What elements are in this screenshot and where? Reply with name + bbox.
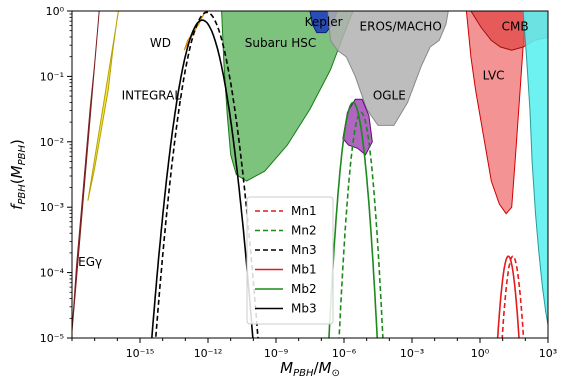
legend-label-mn3: Mn3 [291,243,317,257]
x-axis-ticks: 10⁻¹⁵ 10⁻¹² 10⁻⁹ 10⁻⁶ 10⁻³ 10⁰ 10³ [71,338,557,360]
y-tick-label: 10⁻¹ [40,70,64,83]
x-tick-label: 10⁻⁹ [264,347,288,360]
curve-mb3 [151,19,254,338]
x-tick-label: 10⁻¹² [194,347,223,360]
region-label-cmb: CMB [502,20,529,34]
region-label-eg-: EGγ [78,255,102,269]
region-integral [87,11,119,201]
y-axis-ticks: 10⁻⁵ 10⁻⁴ 10⁻³ 10⁻² 10⁻¹ 10⁰ [40,5,72,345]
y-axis-title: fPBH(MPBH) [8,139,28,210]
legend-label-mn2: Mn2 [291,224,317,238]
y-tick-label: 10⁻⁵ [40,332,64,345]
y-tick-label: 10⁰ [46,5,65,18]
region-label-ogle: OGLE [373,88,406,102]
region-label-eros-macho: EROS/MACHO [360,20,442,34]
legend-label-mn1: Mn1 [291,204,317,218]
legend-box [246,196,334,325]
region-label-wd: WD [150,36,171,50]
curve-mn3 [154,11,259,338]
legend-label-mb1: Mb1 [291,263,317,277]
region-eros-macho [327,11,449,126]
y-tick-label: 10⁻³ [40,201,64,214]
y-tick-label: 10⁻² [40,136,64,149]
x-tick-label: 10⁰ [471,347,490,360]
region-label-integral: INTEGRAL [122,88,182,102]
region-eg- [72,11,100,332]
curve-mb2 [328,101,378,338]
x-tick-label: 10⁻¹⁵ [126,347,155,360]
region-label-kepler: Kepler [305,15,343,29]
legend-label-mb3: Mb3 [291,302,317,316]
constraint-labels: EGγ INTEGRAL WD Subaru HSC Kepler EROS/MACHO O… [78,15,528,269]
region-label-lvc: LVC [483,69,505,83]
region-unnamed-9 [522,11,548,325]
mass-function-curves [151,11,525,338]
curve-mn2 [338,111,384,338]
region-label-subaru-hsc: Subaru HSC [245,36,317,50]
x-tick-label: 10³ [539,347,557,360]
legend-label-mb2: Mb2 [291,282,317,296]
constraint-regions [72,11,548,332]
plot-frame [71,10,549,339]
y-tick-label: 10⁻⁴ [40,267,65,280]
legend: Mn1 Mn2 Mn3 Mb1 Mb2 Mb3 [246,196,334,325]
curve-mb1 [496,255,520,338]
region-wd [183,11,207,51]
x-tick-label: 10⁻⁶ [332,347,357,360]
curve-mn1 [501,255,525,338]
x-axis-title: MPBH/M⊙ [280,359,340,379]
x-tick-label: 10⁻³ [400,347,424,360]
